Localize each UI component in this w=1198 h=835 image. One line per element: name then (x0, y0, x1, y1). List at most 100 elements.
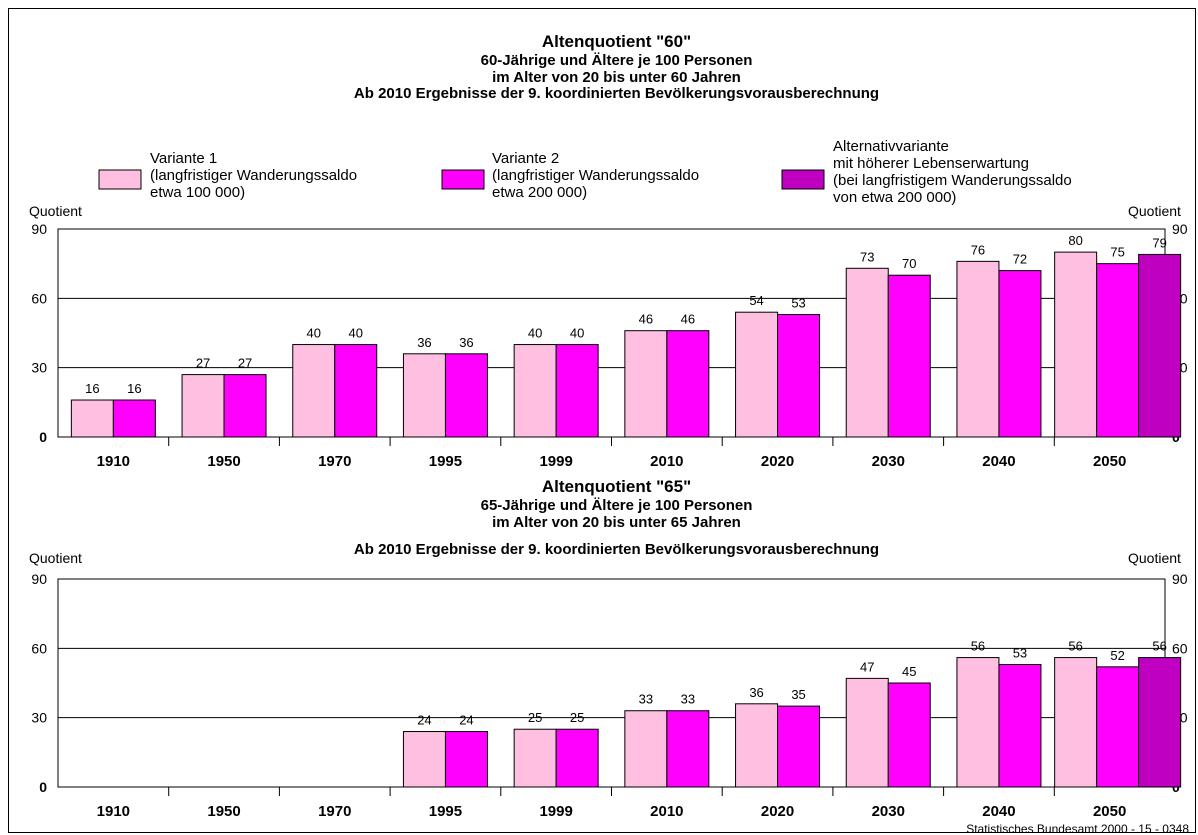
y-tick-label-left: 60 (31, 290, 47, 306)
chart-subtitle: Ab 2010 Ergebnisse der 9. koordinierten … (354, 85, 879, 102)
bar (224, 375, 266, 437)
data-label: 52 (1110, 648, 1124, 663)
x-tick-label: 2020 (761, 803, 794, 820)
x-tick-label: 1910 (97, 803, 130, 820)
x-tick-label: 2050 (1093, 453, 1126, 470)
legend-label: Alternativvariante (833, 138, 949, 155)
legend-label: (bei langfristigem Wanderungssaldo (833, 172, 1072, 189)
data-label: 73 (860, 249, 874, 264)
bar (736, 312, 778, 437)
source-footer: Statistisches Bundesamt 2000 - 15 - 0348 (966, 822, 1189, 833)
x-tick-label: 2040 (982, 803, 1015, 820)
y-axis-label-right: Quotient (1128, 550, 1181, 566)
legend-label: Variante 2 (492, 150, 559, 167)
x-tick-label: 1950 (207, 453, 240, 470)
bar (999, 665, 1041, 787)
chart-canvas: Variante 1(langfristiger Wanderungssaldo… (9, 9, 1196, 833)
bar (888, 683, 930, 787)
data-label: 40 (349, 326, 363, 341)
data-label: 36 (417, 335, 431, 350)
x-tick-label: 1950 (207, 803, 240, 820)
legend-label: etwa 200 000) (492, 184, 587, 201)
y-tick-label-left: 60 (31, 640, 47, 656)
x-tick-label: 1995 (429, 803, 462, 820)
bar (113, 400, 155, 437)
x-tick-label: 1999 (539, 803, 572, 820)
bar (667, 331, 709, 437)
data-label: 36 (749, 685, 763, 700)
legend-swatch (442, 170, 484, 189)
x-tick-label: 2010 (650, 803, 683, 820)
bar (625, 331, 667, 437)
x-tick-label: 1970 (318, 803, 351, 820)
bar (293, 345, 335, 437)
bar (1139, 254, 1181, 437)
data-label: 40 (570, 326, 584, 341)
x-tick-label: 2050 (1093, 803, 1126, 820)
legend-swatch (99, 170, 141, 189)
x-tick-label: 1995 (429, 453, 462, 470)
x-tick-label: 2030 (872, 803, 905, 820)
data-label: 36 (459, 335, 473, 350)
bar (778, 315, 820, 437)
legend-label: etwa 100 000) (150, 184, 245, 201)
bar (1139, 658, 1181, 787)
bar (846, 268, 888, 437)
legend-label: (langfristiger Wanderungssaldo (150, 167, 357, 184)
data-label: 16 (127, 381, 141, 396)
chart-title: Altenquotient "65" (542, 477, 691, 496)
bar (957, 261, 999, 437)
data-label: 53 (791, 296, 805, 311)
bar (1097, 264, 1139, 437)
data-label: 79 (1152, 235, 1166, 250)
y-tick-label-right: 90 (1172, 221, 1188, 237)
data-label: 75 (1110, 245, 1124, 260)
y-tick-label-left: 90 (31, 571, 47, 587)
bar (736, 704, 778, 787)
data-label: 33 (681, 692, 695, 707)
data-label: 70 (902, 256, 916, 271)
data-label: 25 (570, 710, 584, 725)
data-label: 54 (749, 293, 763, 308)
bar (403, 354, 445, 437)
data-label: 45 (902, 664, 916, 679)
x-tick-label: 2040 (982, 453, 1015, 470)
y-tick-label-left: 30 (31, 360, 47, 376)
bar (667, 711, 709, 787)
data-label: 24 (417, 713, 431, 728)
x-tick-label: 1970 (318, 453, 351, 470)
chart-frame: Variante 1 (langfristiger Wanderungssaldo… (8, 8, 1196, 833)
bar (445, 354, 487, 437)
x-tick-label: 2020 (761, 453, 794, 470)
data-label: 40 (307, 326, 321, 341)
bar (514, 345, 556, 437)
legend-label: Variante 1 (150, 150, 217, 167)
x-tick-label: 1910 (97, 453, 130, 470)
chart-title: Altenquotient "60" (542, 32, 691, 51)
bar (1055, 252, 1097, 437)
bar (514, 729, 556, 787)
y-tick-label-left: 0 (39, 429, 47, 445)
bar (957, 658, 999, 787)
data-label: 35 (791, 687, 805, 702)
legend-label: von etwa 200 000) (833, 189, 956, 206)
y-axis-label-left: Quotient (29, 550, 82, 566)
y-axis-label-right: Quotient (1128, 203, 1181, 219)
chart-subtitle: Ab 2010 Ergebnisse der 9. koordinierten … (354, 541, 879, 558)
data-label: 33 (639, 692, 653, 707)
chart-subtitle: im Alter von 20 bis unter 65 Jahren (492, 514, 741, 531)
legend-swatch (782, 170, 824, 189)
data-label: 56 (971, 639, 985, 654)
x-tick-label: 1999 (539, 453, 572, 470)
y-tick-label-left: 0 (39, 779, 47, 795)
bar (445, 732, 487, 787)
data-label: 56 (1152, 639, 1166, 654)
chart-subtitle: 65-Jährige und Ältere je 100 Personen (481, 497, 753, 514)
y-tick-label-right: 60 (1172, 640, 1188, 656)
data-label: 76 (971, 242, 985, 257)
legend-label: (langfristiger Wanderungssaldo (492, 167, 699, 184)
chart-subtitle: 60-Jährige und Ältere je 100 Personen (481, 52, 753, 69)
data-label: 46 (681, 312, 695, 327)
bar (556, 345, 598, 437)
bar (1055, 658, 1097, 787)
